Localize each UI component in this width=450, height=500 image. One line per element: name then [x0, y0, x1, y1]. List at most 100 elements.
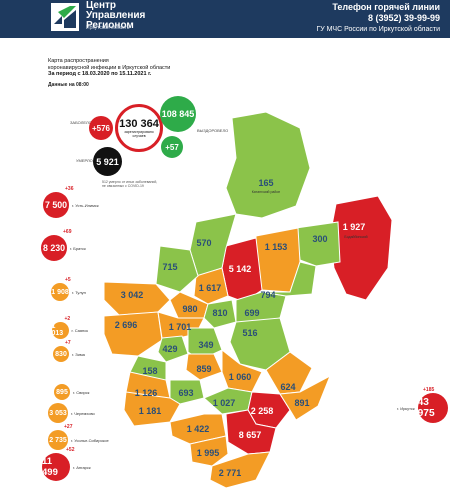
svg-text:300: 300 [312, 234, 327, 244]
org-name: Центр Управления Регионом [86, 0, 146, 31]
svg-text:5 142: 5 142 [229, 264, 252, 274]
header-bar: Центр Управления Регионом Иркутская обла… [0, 0, 450, 38]
org-region: Иркутская область [86, 25, 130, 31]
svg-text:158: 158 [142, 366, 157, 376]
district-nukut [185, 353, 223, 381]
city-increase: +5 [65, 277, 71, 283]
district-irkutsk [225, 409, 277, 455]
city-value: 830 [53, 346, 69, 362]
city-increase: +27 [64, 424, 73, 430]
district-slyudyanka [209, 451, 271, 489]
district-ust-uda [203, 299, 237, 329]
city-name: г. Саянск [71, 327, 88, 333]
svg-text:429: 429 [162, 344, 177, 354]
city-name: г. Братск [70, 245, 86, 251]
city-name: г. Иркутск [397, 405, 415, 411]
svg-text:891: 891 [294, 398, 309, 408]
svg-text:1 927: 1 927 [343, 222, 366, 232]
city-name: г. Черемхово [71, 410, 95, 416]
svg-text:693: 693 [178, 388, 193, 398]
svg-text:1 060: 1 060 [229, 372, 252, 382]
svg-text:2 258: 2 258 [251, 406, 274, 416]
svg-text:1 701: 1 701 [169, 322, 192, 332]
svg-text:3 042: 3 042 [121, 290, 144, 300]
data-timestamp: Данные на 08:00 [48, 82, 89, 88]
svg-text:516: 516 [242, 328, 257, 338]
city-value: 11 499 [42, 453, 70, 481]
hotline-org: ГУ МЧС России по Иркутской области [316, 26, 440, 33]
svg-text:349: 349 [198, 340, 213, 350]
svg-text:1 181: 1 181 [139, 406, 162, 416]
city-value: 1 013 [51, 321, 69, 339]
city-badge: 2 735 г. Усолье-Сибирское +27 [48, 424, 109, 450]
city-badge: 3 053 г. Черемхово [48, 403, 95, 423]
city-badge: 11 499 г. Ангарск +52 [42, 447, 91, 481]
svg-text:8 657: 8 657 [239, 430, 262, 440]
district-olkhon [265, 351, 313, 395]
hotline-title: Телефон горячей линии [332, 2, 440, 12]
svg-text:Бодайбинский: Бодайбинский [344, 235, 367, 239]
city-increase: +185 [423, 387, 435, 393]
district-nizhneilim [193, 267, 229, 305]
district-nizhneudinsk [103, 311, 163, 357]
city-badge: 830 г. Зима +7 [53, 340, 85, 362]
svg-text:165: 165 [258, 178, 273, 188]
city-name: г. Свирск [73, 389, 90, 395]
city-value: 895 [54, 384, 70, 400]
city-name: г. Тулун [72, 289, 86, 295]
deaths-note: 512 умерло от иных заболеваний, не связа… [102, 180, 158, 189]
district-chuna [155, 245, 199, 293]
hotline-phone[interactable]: 8 (3952) 39-99-99 [367, 13, 440, 23]
district-kuytun [157, 335, 189, 363]
city-badge: 1 908 г. Тулун +5 [51, 277, 86, 301]
svg-text:980: 980 [182, 304, 197, 314]
district-alar [169, 379, 205, 405]
died-circle: 5 921 [93, 147, 122, 176]
new-cases-badge: +576 [89, 116, 113, 140]
district-katanga [225, 111, 311, 219]
city-badge: 7 500 г. Усть-Илимск +36 [43, 186, 99, 218]
svg-text:810: 810 [212, 308, 227, 318]
total-cases-label: зарегистрировано случаев [124, 130, 154, 138]
map-caption: Карта распространения коронавирусной инф… [48, 58, 171, 77]
svg-text:624: 624 [280, 382, 295, 392]
city-name: г. Усть-Илимск [72, 202, 99, 208]
svg-text:715: 715 [162, 262, 177, 272]
city-badge: 43 975 г. Иркутск +185 [397, 387, 448, 423]
svg-text:1 422: 1 422 [187, 424, 210, 434]
city-name: г. Усолье-Сибирское [71, 437, 109, 443]
recovered-circle: 108 845 [160, 96, 196, 132]
city-badge: 8 230 г. Братск +69 [41, 229, 86, 261]
svg-text:2 771: 2 771 [219, 468, 242, 478]
city-increase: +7 [65, 340, 71, 346]
city-increase: +2 [64, 315, 71, 322]
city-value: 8 230 [41, 235, 67, 261]
recovered-new-badge: +57 [161, 136, 183, 158]
recovered-label: ВЫЗДОРОВЕЛО [197, 128, 229, 133]
logo-icon [51, 3, 79, 31]
svg-text:Катангский район: Катангский район [252, 190, 281, 194]
total-cases-circle: 130 364 зарегистрировано случаев [115, 104, 163, 152]
city-badge: 1 013 г. Саянск +2 [51, 316, 88, 339]
svg-text:2 696: 2 696 [115, 320, 138, 330]
city-value: 43 975 [417, 393, 448, 423]
city-increase: +52 [66, 447, 75, 453]
city-name: г. Ангарск [73, 464, 91, 470]
svg-text:1 126: 1 126 [135, 388, 158, 398]
city-name: г. Зима [72, 351, 85, 357]
svg-text:1 153: 1 153 [265, 242, 288, 252]
district-kazachinsko [295, 221, 341, 267]
svg-text:1 027: 1 027 [213, 398, 236, 408]
svg-text:859: 859 [196, 364, 211, 374]
svg-text:570: 570 [196, 238, 211, 248]
city-increase: +36 [65, 186, 74, 192]
city-badge: 895 г. Свирск [54, 384, 89, 400]
svg-text:1 995: 1 995 [197, 448, 220, 458]
total-cases: 130 364 [119, 118, 159, 130]
infected-label: ЗАБОЛЕЛО [70, 120, 92, 125]
district-kazachinsko-lensky [261, 261, 317, 297]
svg-text:794: 794 [260, 290, 275, 300]
district-bokhan [279, 374, 331, 421]
city-increase: +69 [63, 229, 72, 235]
